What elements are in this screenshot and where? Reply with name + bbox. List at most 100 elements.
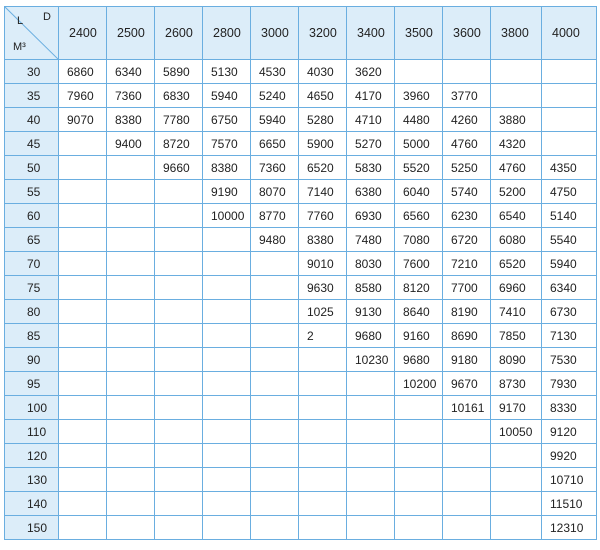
table-cell: 5240	[250, 83, 299, 108]
table-cell: 7600	[394, 251, 443, 276]
table-cell: 9170	[490, 395, 542, 420]
table-cell	[58, 275, 107, 300]
table-cell: 7530	[541, 347, 597, 372]
table-cell	[490, 59, 542, 84]
table-cell: 7360	[250, 155, 299, 180]
table-cell: 10000	[202, 203, 251, 228]
table-cell	[202, 443, 251, 468]
table-cell: 5940	[541, 251, 597, 276]
table-cell	[154, 275, 203, 300]
table-cell	[250, 443, 299, 468]
table-cell: 6230	[442, 203, 491, 228]
table-cell: 3770	[442, 83, 491, 108]
table-cell: 9190	[202, 179, 251, 204]
row-header: 45	[4, 131, 59, 156]
table-cell	[202, 395, 251, 420]
table-cell	[58, 443, 107, 468]
table-cell	[154, 467, 203, 492]
table-cell: 7930	[541, 371, 597, 396]
table-cell	[58, 155, 107, 180]
table-cell	[490, 443, 542, 468]
table-cell	[202, 251, 251, 276]
table-cell	[154, 179, 203, 204]
table-cell: 9180	[442, 347, 491, 372]
table-cell	[106, 443, 155, 468]
table-cell	[154, 323, 203, 348]
table-cell	[58, 299, 107, 324]
table-row: 140 11510	[4, 491, 597, 516]
table-cell	[250, 299, 299, 324]
table-cell: 5520	[394, 155, 443, 180]
row-header: 65	[4, 227, 59, 252]
row-header: 130	[4, 467, 59, 492]
table-cell: 6860	[58, 59, 107, 84]
table-cell	[394, 395, 443, 420]
table-cell	[106, 371, 155, 396]
table-cell	[154, 251, 203, 276]
table-cell: 6040	[394, 179, 443, 204]
table-cell	[202, 491, 251, 516]
table-cell: 8120	[394, 275, 443, 300]
table-row: 95 10200 9670 8730 7930	[4, 371, 597, 396]
table-cell	[58, 203, 107, 228]
column-header: 3800	[490, 6, 542, 60]
table-cell: 8380	[298, 227, 347, 252]
unit-label: M³	[13, 41, 26, 53]
table-cell: 3880	[490, 107, 542, 132]
table-row: 70 9010 8030 7600 7210 6520 5940	[4, 251, 597, 276]
table-cell	[106, 515, 155, 540]
row-header: 110	[4, 419, 59, 444]
table-cell: 6080	[490, 227, 542, 252]
table-cell	[154, 419, 203, 444]
table-cell	[58, 515, 107, 540]
table-cell	[250, 491, 299, 516]
table-cell: 6540	[490, 203, 542, 228]
corner-cell: L D M³	[4, 6, 59, 60]
table-cell	[250, 323, 299, 348]
table-cell	[106, 155, 155, 180]
table-cell: 8380	[106, 107, 155, 132]
table-cell	[106, 203, 155, 228]
column-header: 3400	[346, 6, 395, 60]
table-cell: 9920	[541, 443, 597, 468]
table-cell	[394, 59, 443, 84]
table-cell	[154, 227, 203, 252]
table-cell	[106, 347, 155, 372]
table-cell	[58, 491, 107, 516]
table-cell	[298, 419, 347, 444]
table-cell: 4170	[346, 83, 395, 108]
table-cell: 8190	[442, 299, 491, 324]
table-cell	[541, 131, 597, 156]
table-cell: 6380	[346, 179, 395, 204]
table-cell: 1025	[298, 299, 347, 324]
table-cell	[58, 347, 107, 372]
table-cell	[298, 491, 347, 516]
table-cell: 5270	[346, 131, 395, 156]
table-cell	[490, 467, 542, 492]
table-cell: 7850	[490, 323, 542, 348]
table-cell	[346, 371, 395, 396]
table-row: 110 10050 9120	[4, 419, 597, 444]
row-header: 50	[4, 155, 59, 180]
table-cell	[394, 419, 443, 444]
row-header: 55	[4, 179, 59, 204]
table-cell: 9660	[154, 155, 203, 180]
row-header: 90	[4, 347, 59, 372]
table-row: 65 9480 8380 7480 7080 6720 6080 5540	[4, 227, 597, 252]
table-cell: 5900	[298, 131, 347, 156]
table-cell: 7480	[346, 227, 395, 252]
row-header: 35	[4, 83, 59, 108]
table-cell: 4320	[490, 131, 542, 156]
table-cell: 7210	[442, 251, 491, 276]
table-row: 130 10710	[4, 467, 597, 492]
table-cell: 5000	[394, 131, 443, 156]
table-cell: 9130	[346, 299, 395, 324]
table-cell	[346, 467, 395, 492]
table-cell: 5830	[346, 155, 395, 180]
table-cell: 7780	[154, 107, 203, 132]
table-cell: 5130	[202, 59, 251, 84]
row-header: 80	[4, 299, 59, 324]
table-cell	[346, 515, 395, 540]
table-cell	[58, 419, 107, 444]
table-cell: 6340	[106, 59, 155, 84]
